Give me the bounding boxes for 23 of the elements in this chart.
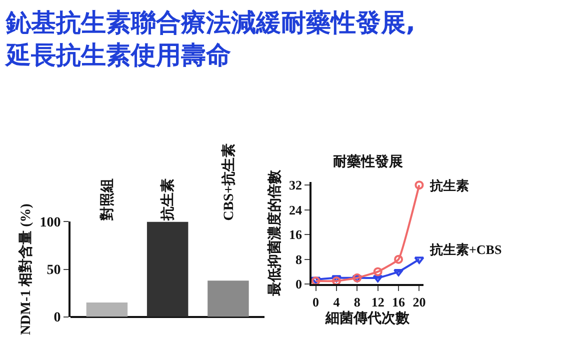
chart-title: 鈊基抗生素聯合療法減緩耐藥性發展, 延長抗生素使用壽命 xyxy=(4,8,416,70)
x-tick-label: 對照組 xyxy=(99,178,116,222)
y-axis-title: NDM-1 相對含量 (%) xyxy=(18,203,34,335)
x-tick-label: 4 xyxy=(333,294,340,310)
y-axis-title: 最低抑菌濃度的倍數 xyxy=(266,169,284,298)
x-axis-title: 細菌傳代次數 xyxy=(324,310,410,326)
y-tick-label: 16 xyxy=(289,227,303,242)
x-tick-label: 8 xyxy=(354,294,361,310)
x-tick-label: 12 xyxy=(371,294,384,310)
chart-title: 耐藥性發展 xyxy=(333,154,403,170)
x-tick-label: 0 xyxy=(312,294,320,310)
y-tick-label: 0 xyxy=(296,276,302,292)
y-tick-label: 24 xyxy=(289,202,303,218)
series-label: 抗生素+CBS xyxy=(429,242,502,257)
x-tick-label: 抗生素 xyxy=(160,178,176,222)
y-tick-label: 8 xyxy=(296,252,303,267)
y-tick-label: 100 xyxy=(40,216,61,231)
y-tick-label: 32 xyxy=(289,178,302,193)
x-tick-label: CBS+抗生素 xyxy=(220,144,237,221)
x-tick-label: 20 xyxy=(412,294,426,310)
y-tick-label: 50 xyxy=(46,263,61,278)
y-tick-label: 0 xyxy=(54,310,61,326)
x-tick-label: 16 xyxy=(392,294,406,310)
